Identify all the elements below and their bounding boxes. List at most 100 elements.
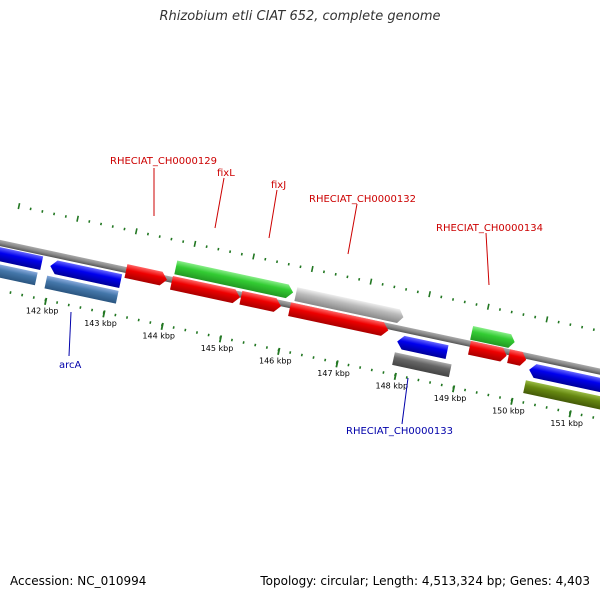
scale-ring-dot [195,331,199,334]
outer-ring-dot [217,247,220,251]
scale-ring-dot [347,363,350,367]
gene-reverse-olive [523,380,600,414]
gene-labels-lower: arcA RHECIAT_CH0000133 [59,311,453,437]
outer-ring-dot [569,323,572,327]
gene-rheciat-ch0000134-red2 [507,349,527,366]
outer-ring-dot [475,303,478,306]
scale-ring-dot [312,356,315,359]
scale-tick-label: 146 kbp [259,356,292,365]
scale-dotted-ring [9,291,595,419]
outer-ring-dot [557,320,560,324]
outer-ring-dot [193,240,197,247]
outer-ring-dot [88,220,91,223]
scale-tick-label: 145 kbp [201,344,234,353]
outer-ring-dot [53,212,56,216]
scale-ring-dot [592,416,595,419]
scale-ring-dot [545,406,548,409]
scale-tick-label: 143 kbp [84,319,117,328]
scale-ring-dot [359,366,362,369]
outer-ring-dot [416,290,419,294]
scale-ring-dot [405,376,408,379]
outer-ring-dot [287,262,290,266]
outer-ring-dot [510,310,513,314]
outer-dotted-ring [17,203,595,332]
outer-ring-dot [170,237,173,241]
scale-ring-dot [230,338,233,342]
scale-ring-dot [67,303,70,307]
outer-ring-dot [369,278,373,285]
outer-ring-dot [334,272,337,276]
label-rheciat-ch0000132: RHECIAT_CH0000132 [309,194,416,205]
outer-ring-dot [252,253,256,260]
scale-ring-dot [463,388,467,392]
outer-ring-dot [76,215,80,222]
outer-ring-dot [205,245,208,249]
scale-ring-dot [9,291,12,294]
outer-ring-dot [440,295,443,299]
scale-ring-dot [300,353,303,357]
scale-ring-dot [522,401,525,404]
outer-ring-dot [405,288,408,291]
outer-ring-dot [29,207,32,211]
gene-track-reverse-outer [0,240,600,397]
scale-tick-label: 148 kbp [375,381,408,390]
gene-track-forward-inner [169,275,527,366]
scale-ring-dot [79,306,82,309]
label-rheciat-ch0000134: RHECIAT_CH0000134 [436,223,543,234]
scale-major-tick [160,322,164,330]
scale-ring-dot [498,396,502,399]
outer-ring-dot [346,275,349,279]
scale-tick-label: 142 kbp [26,306,59,315]
outer-ring-dot [146,232,150,236]
gene-rheciat-ch0000133-dark [392,352,452,378]
outer-ring-dot [17,203,21,210]
outer-ring-dot [498,308,502,311]
scale-ring-dot [487,393,490,397]
outer-ring-dot [123,227,126,231]
outer-ring-dot [545,316,549,323]
gene-reverse-steel-1 [0,257,38,286]
gene-reverse-blue-1 [0,240,44,271]
scale-major-tick [510,397,514,405]
scale-ring-dot [242,341,245,344]
outer-ring-dot [428,291,432,298]
scale-major-tick [451,385,456,393]
genome-summary-text: Topology: circular; Length: 4,513,324 bp… [260,574,590,588]
scale-ring-dot [382,371,385,374]
scale-major-tick [335,360,339,368]
gene-fixJ-red [239,290,281,312]
label-rheciat-ch0000129: RHECIAT_CH0000129 [110,156,217,167]
scale-ring-dot [370,368,373,372]
scale-ring-dot [324,358,327,362]
gene-rheciat-ch0000132-gray [294,287,404,324]
scale-ring-dot [32,296,35,299]
scale-ring-dot [137,318,140,322]
gene-rheciat-ch0000133-blue [397,335,449,359]
gene-reverse-blue-2 [529,364,600,397]
outer-ring-dot [592,328,595,332]
gene-arcA-blue [50,260,123,288]
scale-ring-dot [289,351,292,354]
scale-ring-dot [184,328,187,332]
scale-tick-label: 149 kbp [434,394,467,403]
gene-rheciat-ch0000134-green [470,326,515,348]
scale-ring-dot [533,403,537,407]
scale-ring-dot [21,293,24,297]
gene-track-reverse-inner [0,257,600,414]
label-rheciat-ch0000133: RHECIAT_CH0000133 [346,426,453,437]
outer-ring-dot [99,222,103,226]
scale-ring-dot [475,391,478,394]
scale-major-tick [102,310,106,318]
outer-ring-dot [358,277,361,281]
outer-ring-dot [451,298,455,301]
outer-ring-dot [581,325,584,329]
scale-major-tick [218,335,223,343]
outer-ring-dot [240,252,243,256]
scale-ring-dot [254,343,257,347]
scale-ring-dot [580,413,583,417]
scale-major-tick [44,297,48,305]
outer-ring-dot [64,215,67,218]
scale-ring-dot [207,333,210,337]
gene-fixL [174,260,294,299]
